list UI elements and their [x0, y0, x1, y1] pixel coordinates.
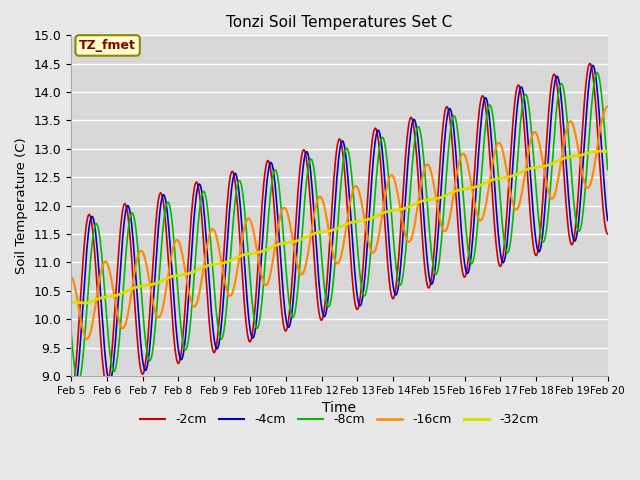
-2cm [132, 320, 140, 326]
-2cm [67, 393, 75, 399]
-2cm [77, 290, 84, 296]
-16cm [83, 336, 91, 342]
-8cm [74, 379, 82, 385]
-4cm [216, 337, 223, 343]
Legend: -2cm, -4cm, -8cm, -16cm, -32cm: -2cm, -4cm, -8cm, -16cm, -32cm [135, 408, 543, 431]
-4cm [604, 218, 612, 224]
-32cm [216, 261, 223, 266]
-8cm [77, 366, 85, 372]
-16cm [604, 103, 612, 109]
-2cm [420, 258, 428, 264]
-2cm [586, 60, 594, 66]
-32cm [405, 204, 413, 210]
-4cm [133, 288, 141, 294]
-2cm [215, 320, 223, 326]
-32cm [77, 300, 84, 306]
-32cm [188, 270, 195, 276]
-8cm [188, 310, 195, 316]
Y-axis label: Soil Temperature (C): Soil Temperature (C) [15, 137, 28, 274]
-4cm [70, 389, 78, 395]
-32cm [604, 148, 612, 154]
-8cm [216, 333, 223, 339]
-32cm [80, 300, 88, 306]
-4cm [405, 144, 413, 150]
-16cm [216, 249, 223, 255]
-4cm [67, 380, 75, 385]
Title: Tonzi Soil Temperatures Set C: Tonzi Soil Temperatures Set C [227, 15, 452, 30]
-8cm [421, 169, 429, 175]
-2cm [187, 223, 195, 228]
Line: -2cm: -2cm [71, 63, 608, 396]
-8cm [593, 70, 601, 75]
-8cm [133, 235, 141, 240]
Text: TZ_fmet: TZ_fmet [79, 39, 136, 52]
Line: -16cm: -16cm [71, 106, 608, 339]
-8cm [67, 329, 75, 335]
-8cm [604, 167, 612, 173]
-16cm [77, 318, 84, 324]
-32cm [133, 284, 141, 290]
-2cm [404, 124, 412, 130]
Line: -4cm: -4cm [71, 65, 608, 392]
-16cm [133, 258, 141, 264]
-4cm [77, 322, 85, 328]
Line: -8cm: -8cm [71, 72, 608, 382]
-2cm [604, 231, 612, 237]
-16cm [67, 274, 75, 280]
-32cm [595, 148, 603, 154]
-32cm [67, 299, 75, 305]
-4cm [188, 253, 195, 259]
-16cm [421, 165, 429, 170]
-16cm [405, 239, 413, 245]
Line: -32cm: -32cm [71, 151, 608, 303]
-32cm [421, 197, 429, 203]
-16cm [188, 299, 195, 305]
-4cm [421, 229, 429, 235]
X-axis label: Time: Time [323, 401, 356, 415]
-8cm [405, 203, 413, 208]
-4cm [589, 62, 596, 68]
